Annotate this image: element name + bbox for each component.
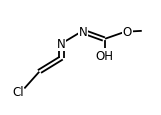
Text: O: O	[123, 26, 132, 39]
Text: N: N	[79, 26, 87, 39]
Text: OH: OH	[96, 50, 114, 63]
Text: Cl: Cl	[12, 86, 24, 98]
Text: N: N	[57, 37, 66, 50]
